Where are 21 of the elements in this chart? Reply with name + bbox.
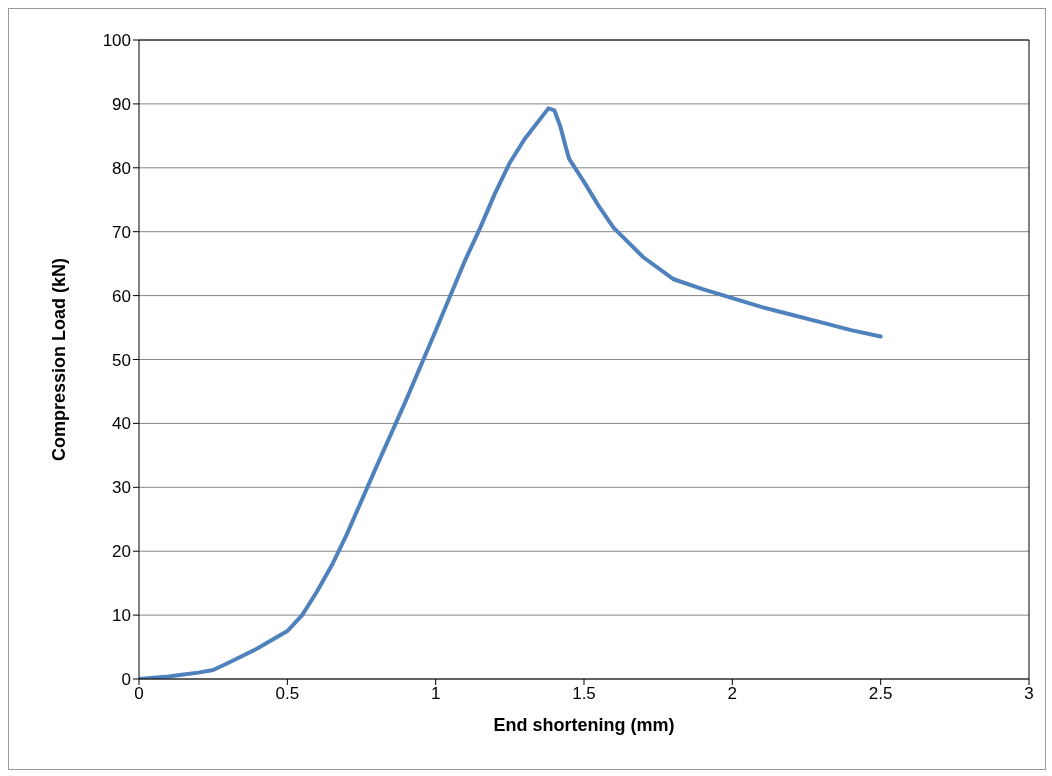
x-axis-title: End shortening (mm) [493, 715, 675, 735]
x-tick-label: 0 [134, 684, 144, 704]
y-tick-label: 100 [102, 31, 131, 51]
y-tick-label: 10 [112, 606, 131, 626]
y-tick-label: 60 [112, 286, 131, 306]
y-tick-label: 80 [112, 158, 131, 178]
x-tick-label: 1 [430, 684, 441, 704]
y-tick-label: 50 [112, 350, 131, 370]
y-tick-label: 70 [112, 222, 131, 242]
y-axis-title: Compression Load (kN) [49, 257, 70, 462]
x-tick-label: 1.5 [572, 684, 596, 704]
x-tick-label: 2.5 [868, 684, 893, 704]
x-tick-label: 2 [727, 684, 738, 704]
x-tick-label: 3 [1024, 684, 1034, 704]
y-tick-label: 0 [121, 670, 131, 690]
line-series [139, 106, 883, 679]
y-tick-label: 30 [112, 478, 131, 498]
y-tick-label: 40 [112, 414, 131, 434]
y-tick-label: 90 [112, 94, 131, 114]
y-tick-label: 20 [112, 542, 131, 562]
x-tick-label: 0.5 [275, 684, 300, 704]
